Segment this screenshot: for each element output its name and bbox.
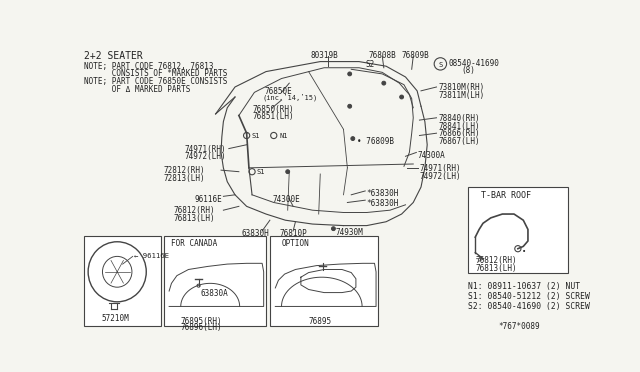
Bar	[164, 235, 266, 327]
Text: 73810M(RH): 73810M(RH)	[438, 83, 484, 92]
Text: NOTE; PART CODE 76812, 76813: NOTE; PART CODE 76812, 76813	[84, 62, 213, 71]
Text: 74300A: 74300A	[417, 151, 445, 160]
Text: 74930M: 74930M	[336, 228, 364, 237]
Text: •: •	[522, 249, 526, 255]
Bar	[84, 235, 161, 327]
Text: 76866(RH): 76866(RH)	[438, 129, 479, 138]
Circle shape	[332, 227, 335, 231]
Text: 76896(LH): 76896(LH)	[180, 323, 222, 332]
Text: 96116E: 96116E	[195, 195, 223, 204]
Text: 78841(LH): 78841(LH)	[438, 122, 479, 131]
Text: S1: 08540-51212 (2) SCREW: S1: 08540-51212 (2) SCREW	[467, 292, 589, 301]
Text: S1: S1	[257, 169, 265, 175]
Text: *63830H: *63830H	[367, 189, 399, 198]
Bar	[467, 187, 568, 273]
Text: 76850(RH): 76850(RH)	[252, 105, 294, 114]
Text: 76895(RH): 76895(RH)	[180, 317, 222, 326]
Text: S1: S1	[252, 133, 260, 139]
Text: S2: 08540-41690 (2) SCREW: S2: 08540-41690 (2) SCREW	[467, 302, 589, 311]
Text: S2: S2	[365, 60, 374, 69]
Text: 74971(RH): 74971(RH)	[419, 164, 461, 173]
Text: 76850E: 76850E	[264, 87, 292, 96]
Text: N1: 08911-10637 (2) NUT: N1: 08911-10637 (2) NUT	[467, 282, 580, 291]
Circle shape	[348, 104, 351, 108]
Text: N1: N1	[280, 133, 289, 139]
Circle shape	[400, 95, 404, 99]
Circle shape	[348, 72, 351, 76]
Text: 72812(RH): 72812(RH)	[164, 166, 205, 175]
Text: 76813(LH): 76813(LH)	[173, 214, 214, 223]
Text: 74972(LH): 74972(LH)	[419, 172, 461, 181]
Text: 76812(RH): 76812(RH)	[476, 256, 517, 265]
Text: 76810P: 76810P	[280, 230, 308, 238]
Text: OPTION: OPTION	[282, 239, 309, 248]
Text: 80319B: 80319B	[311, 51, 339, 60]
Text: 74972(LH): 74972(LH)	[184, 153, 227, 161]
Text: NOTE; PART CODE 76850E CONSISTS: NOTE; PART CODE 76850E CONSISTS	[84, 77, 227, 86]
Text: 74300E: 74300E	[272, 195, 300, 204]
Text: *767*0089: *767*0089	[499, 322, 540, 331]
Text: OF Δ MARKED PARTS: OF Δ MARKED PARTS	[84, 85, 190, 94]
Text: 76812(RH): 76812(RH)	[173, 206, 214, 215]
Text: (inc.̔14,̔15): (inc.̔14,̔15)	[262, 95, 317, 102]
Text: 76851(LH): 76851(LH)	[252, 112, 294, 121]
Text: 76813(LH): 76813(LH)	[476, 264, 517, 273]
Text: 72813(LH): 72813(LH)	[164, 174, 205, 183]
Text: 08540-41690: 08540-41690	[448, 58, 499, 67]
Text: (8): (8)	[461, 66, 475, 75]
Text: T-BAR ROOF: T-BAR ROOF	[481, 191, 531, 200]
Circle shape	[382, 81, 386, 85]
Text: FOR CANADA: FOR CANADA	[172, 239, 218, 248]
Text: 74971(RH): 74971(RH)	[184, 145, 227, 154]
Text: S: S	[438, 62, 442, 68]
Text: 57210M: 57210M	[102, 314, 129, 323]
Text: 76895: 76895	[308, 317, 332, 326]
Text: ← 96116E: ← 96116E	[134, 253, 169, 259]
Text: CONSISTS OF *MARKED PARTS: CONSISTS OF *MARKED PARTS	[84, 69, 227, 78]
Text: 63830H: 63830H	[241, 230, 269, 238]
Text: 63830A: 63830A	[200, 289, 228, 298]
Circle shape	[286, 170, 290, 174]
Text: *63830H: *63830H	[367, 199, 399, 208]
Text: 76808B: 76808B	[368, 51, 396, 60]
Text: 78840(RH): 78840(RH)	[438, 114, 479, 123]
Text: 2+2 SEATER: 2+2 SEATER	[84, 51, 143, 61]
Bar	[270, 235, 378, 327]
Text: • 76809B: • 76809B	[358, 137, 394, 146]
Text: 76867(LH): 76867(LH)	[438, 137, 479, 146]
Circle shape	[351, 137, 355, 141]
Text: 76809B: 76809B	[402, 51, 429, 60]
Text: 73811M(LH): 73811M(LH)	[438, 91, 484, 100]
